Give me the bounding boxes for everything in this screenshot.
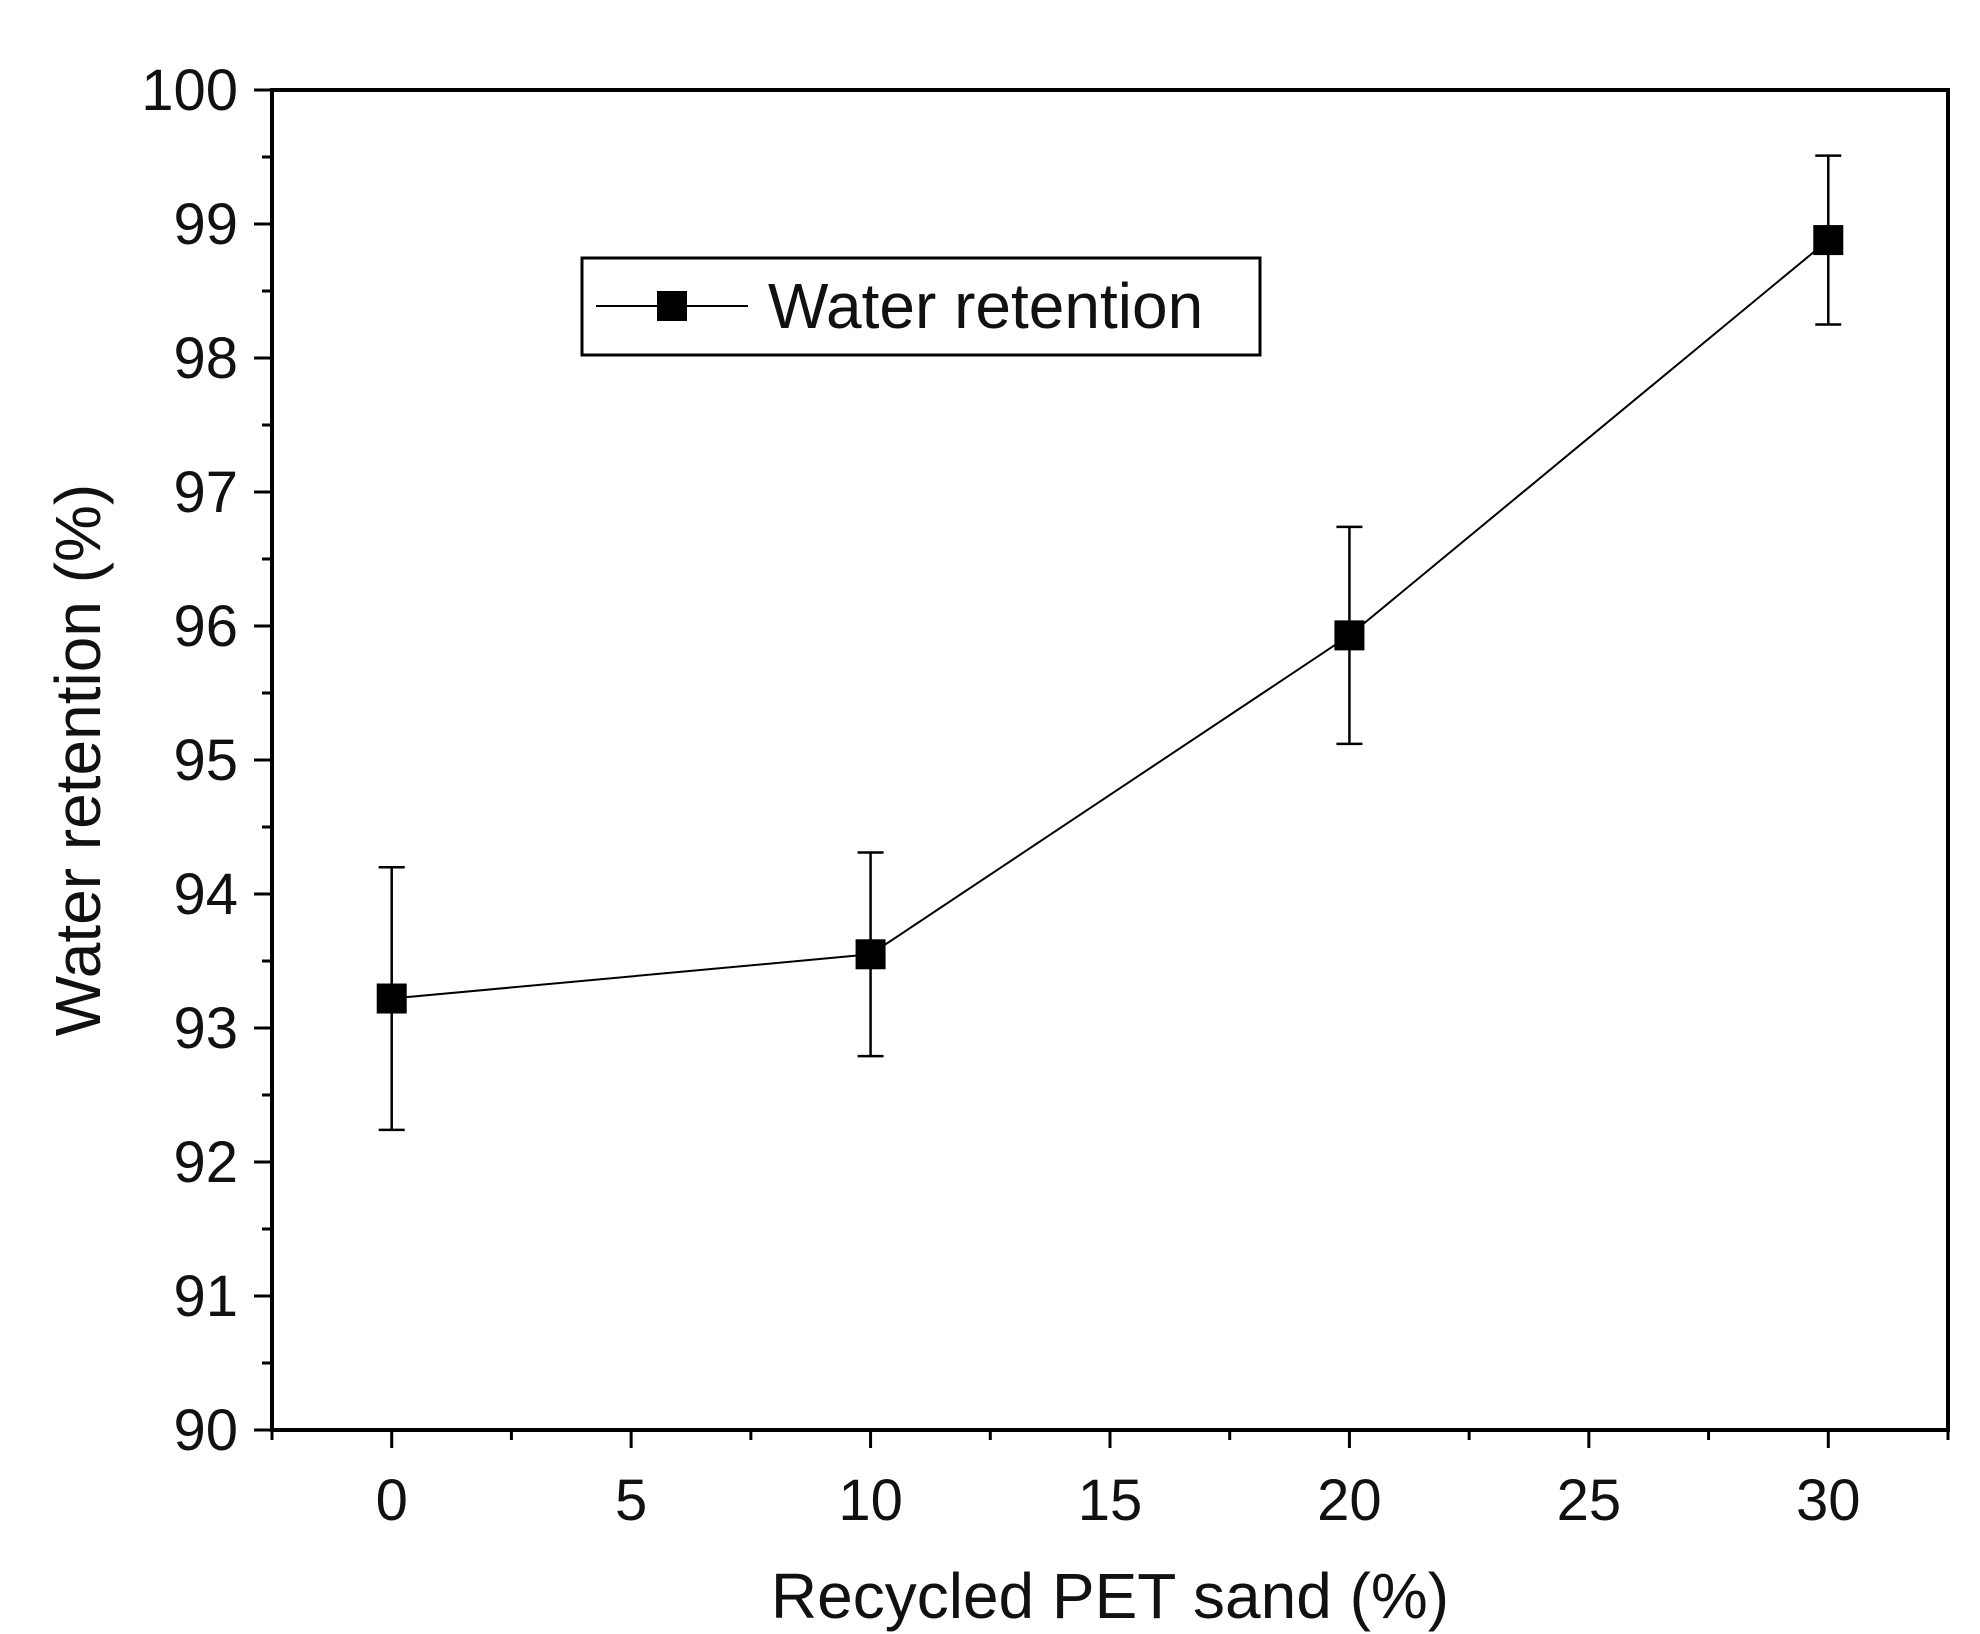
y-tick-label: 99 <box>173 192 238 257</box>
x-tick-label: 5 <box>615 1468 647 1533</box>
y-tick-label: 93 <box>173 996 238 1061</box>
y-tick-label: 94 <box>173 862 238 927</box>
y-tick-label: 98 <box>173 326 238 391</box>
data-point-marker <box>1813 225 1844 256</box>
x-tick-label: 30 <box>1796 1468 1861 1533</box>
legend-marker-square <box>657 291 687 321</box>
legend-label: Water retention <box>768 270 1203 342</box>
y-tick-label: 92 <box>173 1130 238 1195</box>
x-tick-label: 25 <box>1557 1468 1622 1533</box>
data-point-marker <box>855 939 886 970</box>
x-tick-label: 20 <box>1317 1468 1382 1533</box>
legend: Water retention <box>580 256 1262 357</box>
y-axis-title: Water retention (%) <box>42 484 114 1036</box>
x-axis-title: Recycled PET sand (%) <box>771 1560 1449 1632</box>
y-tick-label: 100 <box>141 58 238 123</box>
x-tick-label: 15 <box>1078 1468 1143 1533</box>
y-tick-label: 90 <box>173 1398 238 1463</box>
y-tick-label: 91 <box>173 1264 238 1329</box>
x-tick-label: 0 <box>376 1468 408 1533</box>
x-tick-label: 10 <box>838 1468 903 1533</box>
y-tick-label: 96 <box>173 594 238 659</box>
plot-area: 0 5 10 15 20 25 30 90 91 92 93 94 95 96 97 98 99 100 <box>141 58 1950 1533</box>
y-tick-label: 97 <box>173 460 238 525</box>
data-point-marker <box>1334 620 1365 651</box>
y-tick-label: 95 <box>173 728 238 793</box>
series-line <box>391 239 1829 1000</box>
data-point-marker <box>376 983 407 1014</box>
